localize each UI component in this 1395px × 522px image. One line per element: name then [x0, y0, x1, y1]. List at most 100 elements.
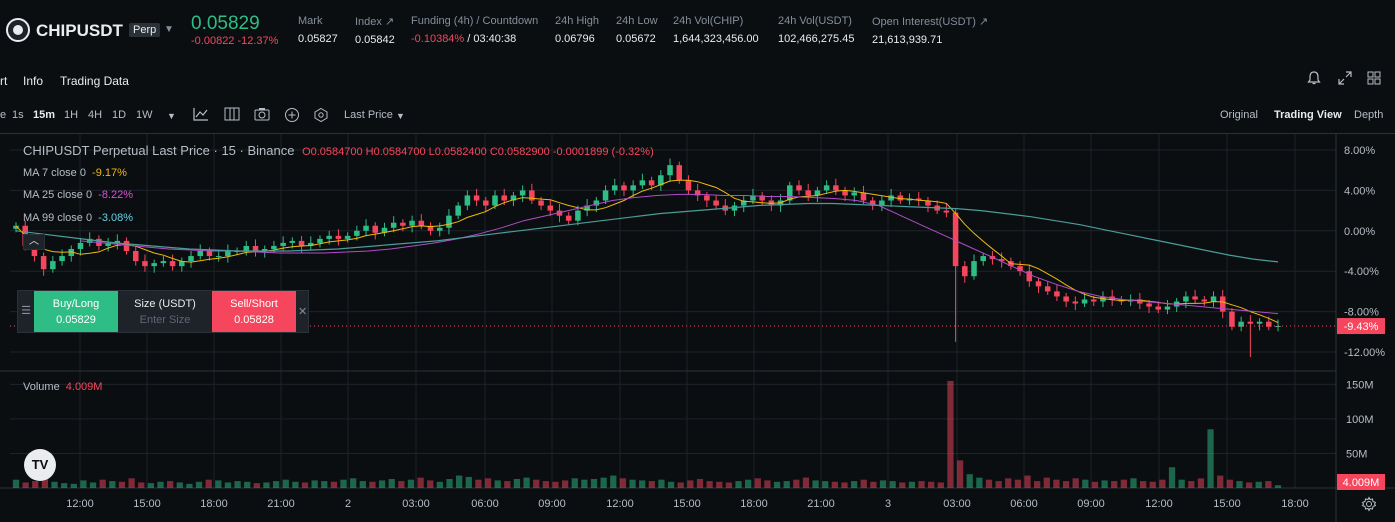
drag-handle-icon[interactable]: ☰ [21, 305, 31, 317]
volume-bar [388, 479, 395, 488]
volume-bar [118, 481, 126, 488]
expand-icon[interactable] [1337, 70, 1353, 89]
tradingview-logo-icon[interactable]: TV [24, 449, 56, 481]
volume-current-tag: 4.009M [1343, 477, 1380, 489]
volume-bar [1082, 479, 1089, 488]
price-type-select[interactable]: Last Price [344, 109, 393, 121]
candle [317, 238, 323, 243]
candle [823, 185, 830, 191]
candle [611, 185, 618, 191]
volume-bar [427, 480, 434, 488]
volume-bar [1043, 477, 1050, 488]
volume-bar [706, 481, 713, 488]
indicator-icon[interactable] [193, 107, 209, 124]
x-axis-tick: 09:00 [538, 498, 566, 510]
add-icon[interactable] [284, 107, 300, 126]
price-type-dropdown-icon[interactable]: ▼ [396, 111, 405, 121]
volume-bar [513, 479, 521, 488]
candle [519, 190, 526, 196]
candle [980, 256, 986, 262]
volume-bar [99, 479, 106, 488]
chart-settings-icon[interactable] [1361, 496, 1377, 516]
tab-info[interactable]: Info [23, 74, 44, 88]
candle [160, 261, 167, 264]
volume-bar [542, 481, 549, 488]
chart-title: CHIPUSDT Perpetual Last Price · 15 · Bin… [23, 143, 295, 158]
candle [344, 235, 351, 239]
candle [565, 215, 572, 221]
view-depth[interactable]: Depth [1354, 109, 1384, 121]
chart-toolbar: e 1s 15m 1H 4H 1D 1W ▼ Last Price ▼ Orig… [0, 98, 1395, 134]
volume-bar [1245, 482, 1253, 488]
volume-legend[interactable]: Volume 4.009M [23, 381, 102, 393]
candle [446, 215, 452, 228]
collapse-legend-button[interactable]: ︿ [23, 234, 45, 250]
volume-bar [186, 483, 193, 488]
view-trading-view[interactable]: Trading View [1274, 109, 1342, 121]
ma7-label: MA 7 close 0 [23, 167, 86, 179]
ma7-value: -9.17% [92, 167, 127, 179]
candle [1072, 301, 1079, 304]
interval-1h[interactable]: 1H [64, 109, 79, 121]
volume-bar [1014, 479, 1022, 488]
ma25-legend[interactable]: MA 25 close 0 -8.22% [23, 189, 133, 201]
y-axis-tick: 8.00% [1344, 145, 1375, 157]
stat-label: 24h High [555, 15, 600, 27]
x-axis-tick: 21:00 [807, 498, 835, 510]
view-original[interactable]: Original [1220, 109, 1258, 121]
volume-bar [581, 479, 588, 488]
bell-icon[interactable] [1306, 70, 1322, 89]
volume-bar [292, 481, 299, 488]
layout-icon[interactable] [224, 107, 240, 124]
volume-bar [571, 478, 578, 488]
sell-short-button[interactable]: Sell/Short 0.05828 [212, 291, 296, 332]
candle [501, 195, 507, 201]
candle [243, 245, 250, 251]
interval-4h[interactable]: 4H [88, 109, 103, 121]
interval-1s[interactable]: 1s [12, 109, 24, 121]
interval-time[interactable]: e [0, 109, 7, 121]
volume-bar [205, 479, 212, 488]
x-axis-tick: 03:00 [402, 498, 430, 510]
volume-bar [1130, 478, 1137, 488]
buy-long-button[interactable]: Buy/Long 0.05829 [34, 291, 118, 332]
candle [261, 248, 268, 251]
interval-dropdown-icon[interactable]: ▼ [167, 111, 176, 121]
volume-bar [465, 476, 472, 488]
interval-1w[interactable]: 1W [136, 109, 153, 121]
size-input[interactable]: Size (USDT) Enter Size [118, 291, 212, 332]
tab-trading-data[interactable]: Trading Data [60, 74, 129, 88]
symbol-name[interactable]: CHIPUSDT [36, 21, 123, 40]
volume-bar [321, 481, 328, 488]
candle [464, 195, 471, 206]
settings-gear-icon[interactable] [313, 107, 329, 126]
candle [713, 200, 719, 206]
volume-bar [976, 477, 983, 488]
tab-chart[interactable]: rt [0, 74, 8, 88]
ma99-legend[interactable]: MA 99 close 0 -3.08% [23, 212, 133, 224]
candle [962, 266, 968, 277]
candle [952, 212, 959, 267]
grid-icon[interactable] [1366, 70, 1382, 89]
volume-bar [966, 474, 973, 488]
stat-3: 24h High 0.06796 [555, 15, 599, 45]
volume-bar [436, 481, 444, 488]
interval-15m[interactable]: 15m [33, 109, 56, 121]
interval-1d[interactable]: 1D [112, 109, 127, 121]
candle [409, 220, 415, 226]
volume-value: 4.009M [65, 381, 103, 393]
candle [759, 195, 765, 201]
candle [704, 195, 710, 201]
close-icon[interactable]: ✕ [298, 306, 308, 318]
chevron-down-icon[interactable]: ▼ [164, 24, 174, 35]
volume-bar [234, 481, 241, 488]
x-axis-tick: 15:00 [673, 498, 701, 510]
candle [888, 195, 894, 201]
candle [1219, 296, 1226, 312]
volume-bar [1091, 481, 1099, 488]
ma7-legend[interactable]: MA 7 close 0 -9.17% [23, 167, 127, 179]
stat-7: Open Interest(USDT) ↗ 21,613,939.71 [872, 15, 988, 46]
camera-icon[interactable] [254, 107, 270, 124]
stat-value: 0.05672 [616, 33, 656, 45]
volume-bar [956, 460, 964, 488]
